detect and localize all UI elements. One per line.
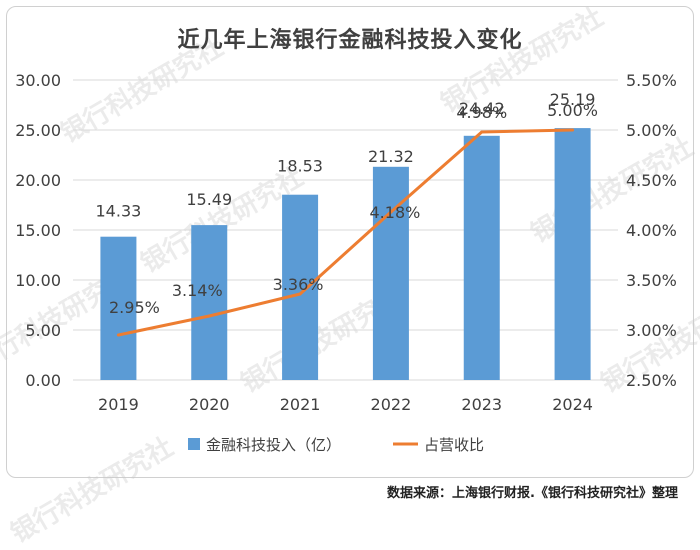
- y-right-tick-label: 2.50%: [626, 371, 677, 390]
- x-tick-label: 2024: [552, 395, 593, 414]
- bar-data-label: 21.32: [368, 147, 414, 166]
- x-tick-label: 2022: [371, 395, 412, 414]
- line-data-label: 3.14%: [172, 281, 223, 300]
- line-data-label: 3.36%: [273, 275, 324, 294]
- bar-data-label: 15.49: [186, 190, 232, 209]
- bar: [282, 194, 319, 380]
- line-point: [207, 314, 211, 318]
- y-right-tick-label: 3.00%: [626, 321, 677, 340]
- legend-line-label: 占营收比: [424, 436, 484, 454]
- line-point: [298, 292, 302, 296]
- y-left-tick-label: 5.00: [25, 321, 61, 340]
- line-point: [389, 210, 393, 214]
- bar: [100, 236, 137, 380]
- legend-bar-label: 金融科技投入（亿）: [206, 436, 341, 454]
- y-left-tick-label: 0.00: [25, 371, 61, 390]
- line-data-label: 5.00%: [547, 101, 598, 120]
- x-tick-label: 2021: [280, 395, 321, 414]
- line-point: [116, 333, 120, 337]
- y-right-tick-label: 5.50%: [626, 71, 677, 90]
- bar-data-label: 25.19: [550, 90, 596, 109]
- line-point: [571, 128, 575, 132]
- x-tick-label: 2019: [98, 395, 139, 414]
- share-line: [118, 128, 573, 337]
- line-data-label: 2.95%: [109, 298, 160, 317]
- y-right-tick-label: 3.50%: [626, 271, 677, 290]
- bar: [554, 128, 591, 380]
- bar: [372, 166, 409, 380]
- legend-bar-swatch: [188, 438, 200, 450]
- bar: [191, 225, 228, 380]
- y-left-tick-label: 25.00: [15, 121, 61, 140]
- line-data-label: 4.18%: [370, 203, 421, 222]
- chart-plot: 0.00 5.00 10.00 15.00 20.00 25.00 30.00 2.50% 3.…: [15, 71, 677, 454]
- chart-title: 近几年上海银行金融科技投入变化: [177, 28, 523, 53]
- line-point: [480, 130, 484, 134]
- y-left-tick-label: 30.00: [15, 71, 61, 90]
- y-left-tick-label: 20.00: [15, 171, 61, 190]
- bar-data-label: 24.42: [459, 99, 505, 118]
- y-right-tick-label: 4.00%: [626, 221, 677, 240]
- x-tick-label: 2020: [189, 395, 230, 414]
- bar-data-label: 18.53: [277, 157, 323, 176]
- line-data-label: 4.98%: [456, 103, 507, 122]
- y-left-tick-label: 15.00: [15, 221, 61, 240]
- y-right-tick-label: 5.00%: [626, 121, 677, 140]
- y-left-tick-label: 10.00: [15, 271, 61, 290]
- bar-data-label: 14.33: [96, 202, 142, 221]
- x-tick-label: 2023: [461, 395, 502, 414]
- bar: [463, 135, 500, 380]
- source-note: 数据来源：上海银行财报.《银行科技研究社》整理: [387, 486, 678, 501]
- y-right-tick-label: 4.50%: [626, 171, 677, 190]
